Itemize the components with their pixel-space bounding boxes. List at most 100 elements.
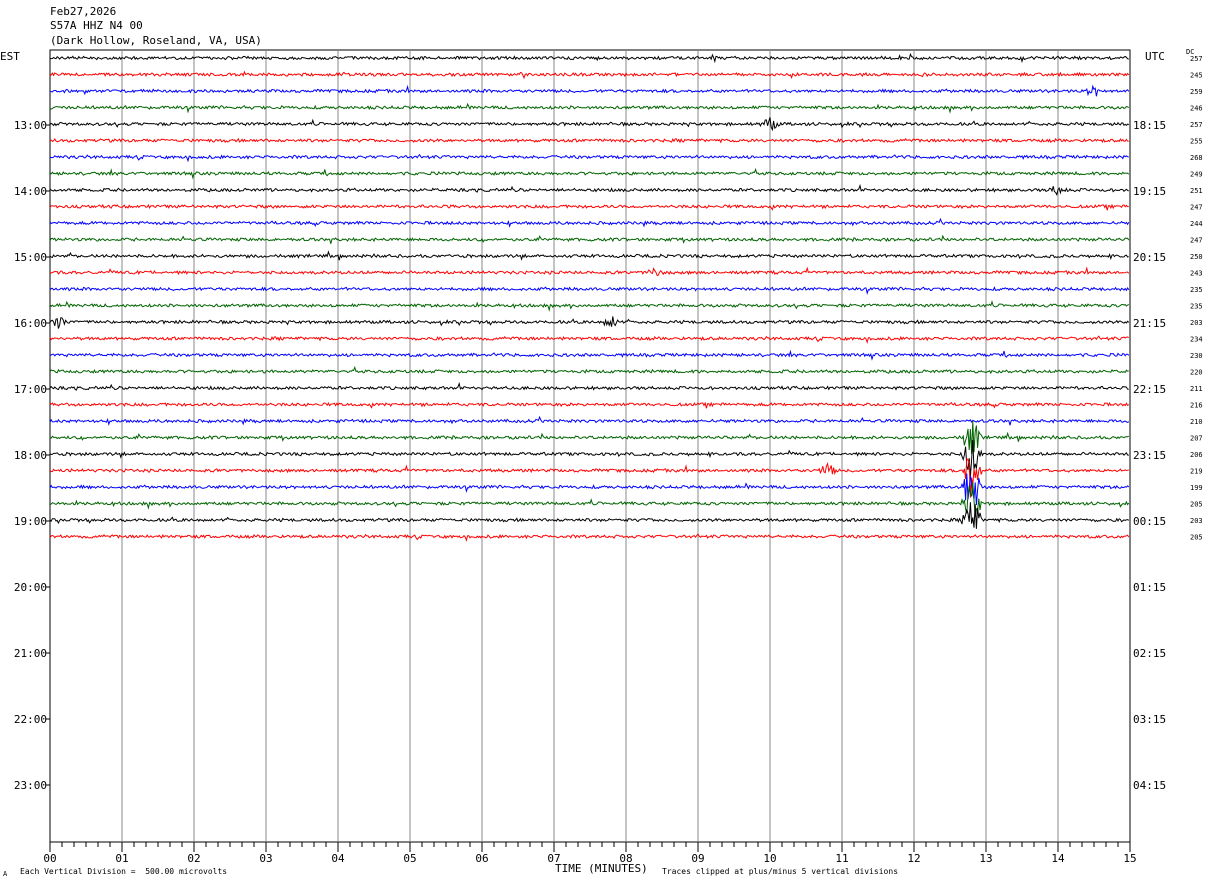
left-hour-label: 19:00 [14, 515, 47, 528]
x-tick-label: 10 [763, 852, 776, 865]
dc-offset-label: 257 [1190, 55, 1203, 63]
seismic-trace [49, 502, 1130, 529]
dc-offset-label: 203 [1190, 517, 1203, 525]
right-hour-label: 20:15 [1133, 251, 1166, 264]
station-code: S57A HHZ N4 00 [50, 19, 143, 32]
seismic-trace [49, 415, 1130, 426]
left-hour-label: 21:00 [14, 647, 47, 660]
dc-offset-label: 245 [1190, 72, 1203, 80]
right-hour-label: 19:15 [1133, 185, 1166, 198]
x-axis-label: TIME (MINUTES) [555, 862, 648, 875]
dc-offset-label: 205 [1190, 534, 1203, 542]
x-tick-label: 11 [835, 852, 848, 865]
dc-offset-label: 244 [1190, 220, 1203, 228]
seismic-trace [49, 335, 1130, 344]
x-tick-label: 13 [979, 852, 992, 865]
x-tick-label: 08 [619, 852, 632, 865]
left-hour-label: 13:00 [14, 119, 47, 132]
right-hour-label: 21:15 [1133, 317, 1166, 330]
dc-offset-label: 255 [1190, 138, 1203, 146]
dc-offset-header: DC [1186, 48, 1195, 56]
seismic-trace [49, 457, 1129, 498]
right-hour-label: 22:15 [1133, 383, 1166, 396]
seismic-trace [49, 52, 1129, 64]
dc-offset-label: 246 [1190, 105, 1203, 113]
dc-offset-label: 220 [1190, 369, 1203, 377]
scale-note: Each Vertical Division = 500.00 microvol… [20, 867, 228, 876]
left-hour-label: 16:00 [14, 317, 47, 330]
seismic-trace [49, 84, 1130, 97]
x-tick-label: 14 [1051, 852, 1065, 865]
dc-offset-label: 235 [1190, 286, 1203, 294]
seismic-trace [49, 234, 1130, 244]
seismic-trace [49, 316, 1130, 329]
seismic-trace [49, 439, 1129, 477]
x-tick-label: 02 [187, 852, 200, 865]
dc-offset-label: 206 [1190, 451, 1203, 459]
seismic-trace [49, 137, 1129, 144]
recording-date: Feb27,2026 [50, 5, 117, 18]
seismic-trace [49, 401, 1130, 409]
seismic-trace [49, 70, 1130, 80]
dc-offset-label: 230 [1190, 352, 1203, 360]
seismic-trace [49, 117, 1130, 132]
seismic-trace [49, 183, 1129, 196]
dc-offset-label: 257 [1190, 121, 1203, 129]
x-tick-label: 03 [259, 852, 272, 865]
right-hour-label: 00:15 [1133, 515, 1166, 528]
left-hour-label: 20:00 [14, 581, 47, 594]
dc-offset-label: 199 [1190, 484, 1203, 492]
left-hour-label: 15:00 [14, 251, 47, 264]
dc-offset-label: 203 [1190, 319, 1203, 327]
right-hour-label: 18:15 [1133, 119, 1166, 132]
left-timezone-label: EST [0, 50, 20, 63]
dc-offset-label: 243 [1190, 270, 1203, 278]
clip-note: Traces clipped at plus/minus 5 vertical … [662, 867, 899, 876]
x-tick-label: 01 [115, 852, 128, 865]
left-hour-label: 22:00 [14, 713, 47, 726]
dc-offset-label: 210 [1190, 418, 1203, 426]
seismic-trace [49, 482, 1130, 517]
seismic-trace [49, 167, 1130, 180]
seismic-trace [49, 365, 1129, 375]
dc-offset-label: 250 [1190, 253, 1203, 261]
seismic-trace [49, 203, 1129, 211]
left-hour-label: 14:00 [14, 185, 47, 198]
seismic-trace [49, 349, 1130, 361]
left-hour-label: 17:00 [14, 383, 47, 396]
seismic-trace [49, 250, 1129, 261]
seismic-trace [49, 102, 1130, 114]
corner-mark: A [3, 870, 8, 878]
dc-offset-label: 268 [1190, 154, 1203, 162]
left-hour-label: 23:00 [14, 779, 47, 792]
x-tick-label: 09 [691, 852, 704, 865]
x-tick-label: 05 [403, 852, 416, 865]
plot-frame [49, 49, 1131, 843]
dc-offset-label: 247 [1190, 237, 1203, 245]
seismic-trace [49, 266, 1130, 277]
left-hour-label: 18:00 [14, 449, 47, 462]
seismic-trace [49, 217, 1130, 228]
right-timezone-label: UTC [1145, 50, 1165, 63]
dc-offset-label: 259 [1190, 88, 1203, 96]
right-hour-label: 01:15 [1133, 581, 1166, 594]
x-tick-label: 04 [331, 852, 345, 865]
right-hour-label: 04:15 [1133, 779, 1166, 792]
seismic-trace [49, 381, 1129, 391]
dc-offset-label: 219 [1190, 468, 1203, 476]
x-tick-label: 06 [475, 852, 488, 865]
dc-offset-label: 235 [1190, 303, 1203, 311]
seismic-trace [49, 153, 1129, 163]
x-tick-label: 12 [907, 852, 920, 865]
right-hour-label: 23:15 [1133, 449, 1166, 462]
dc-offset-label: 249 [1190, 171, 1203, 179]
right-hour-label: 02:15 [1133, 647, 1166, 660]
dc-offset-label: 234 [1190, 336, 1203, 344]
station-location: (Dark Hollow, Roseland, VA, USA) [50, 34, 262, 47]
seismic-trace [49, 533, 1130, 542]
x-tick-label: 00 [43, 852, 56, 865]
dc-offset-label: 205 [1190, 501, 1203, 509]
seismic-trace [49, 420, 1130, 454]
x-tick-label: 15 [1123, 852, 1136, 865]
